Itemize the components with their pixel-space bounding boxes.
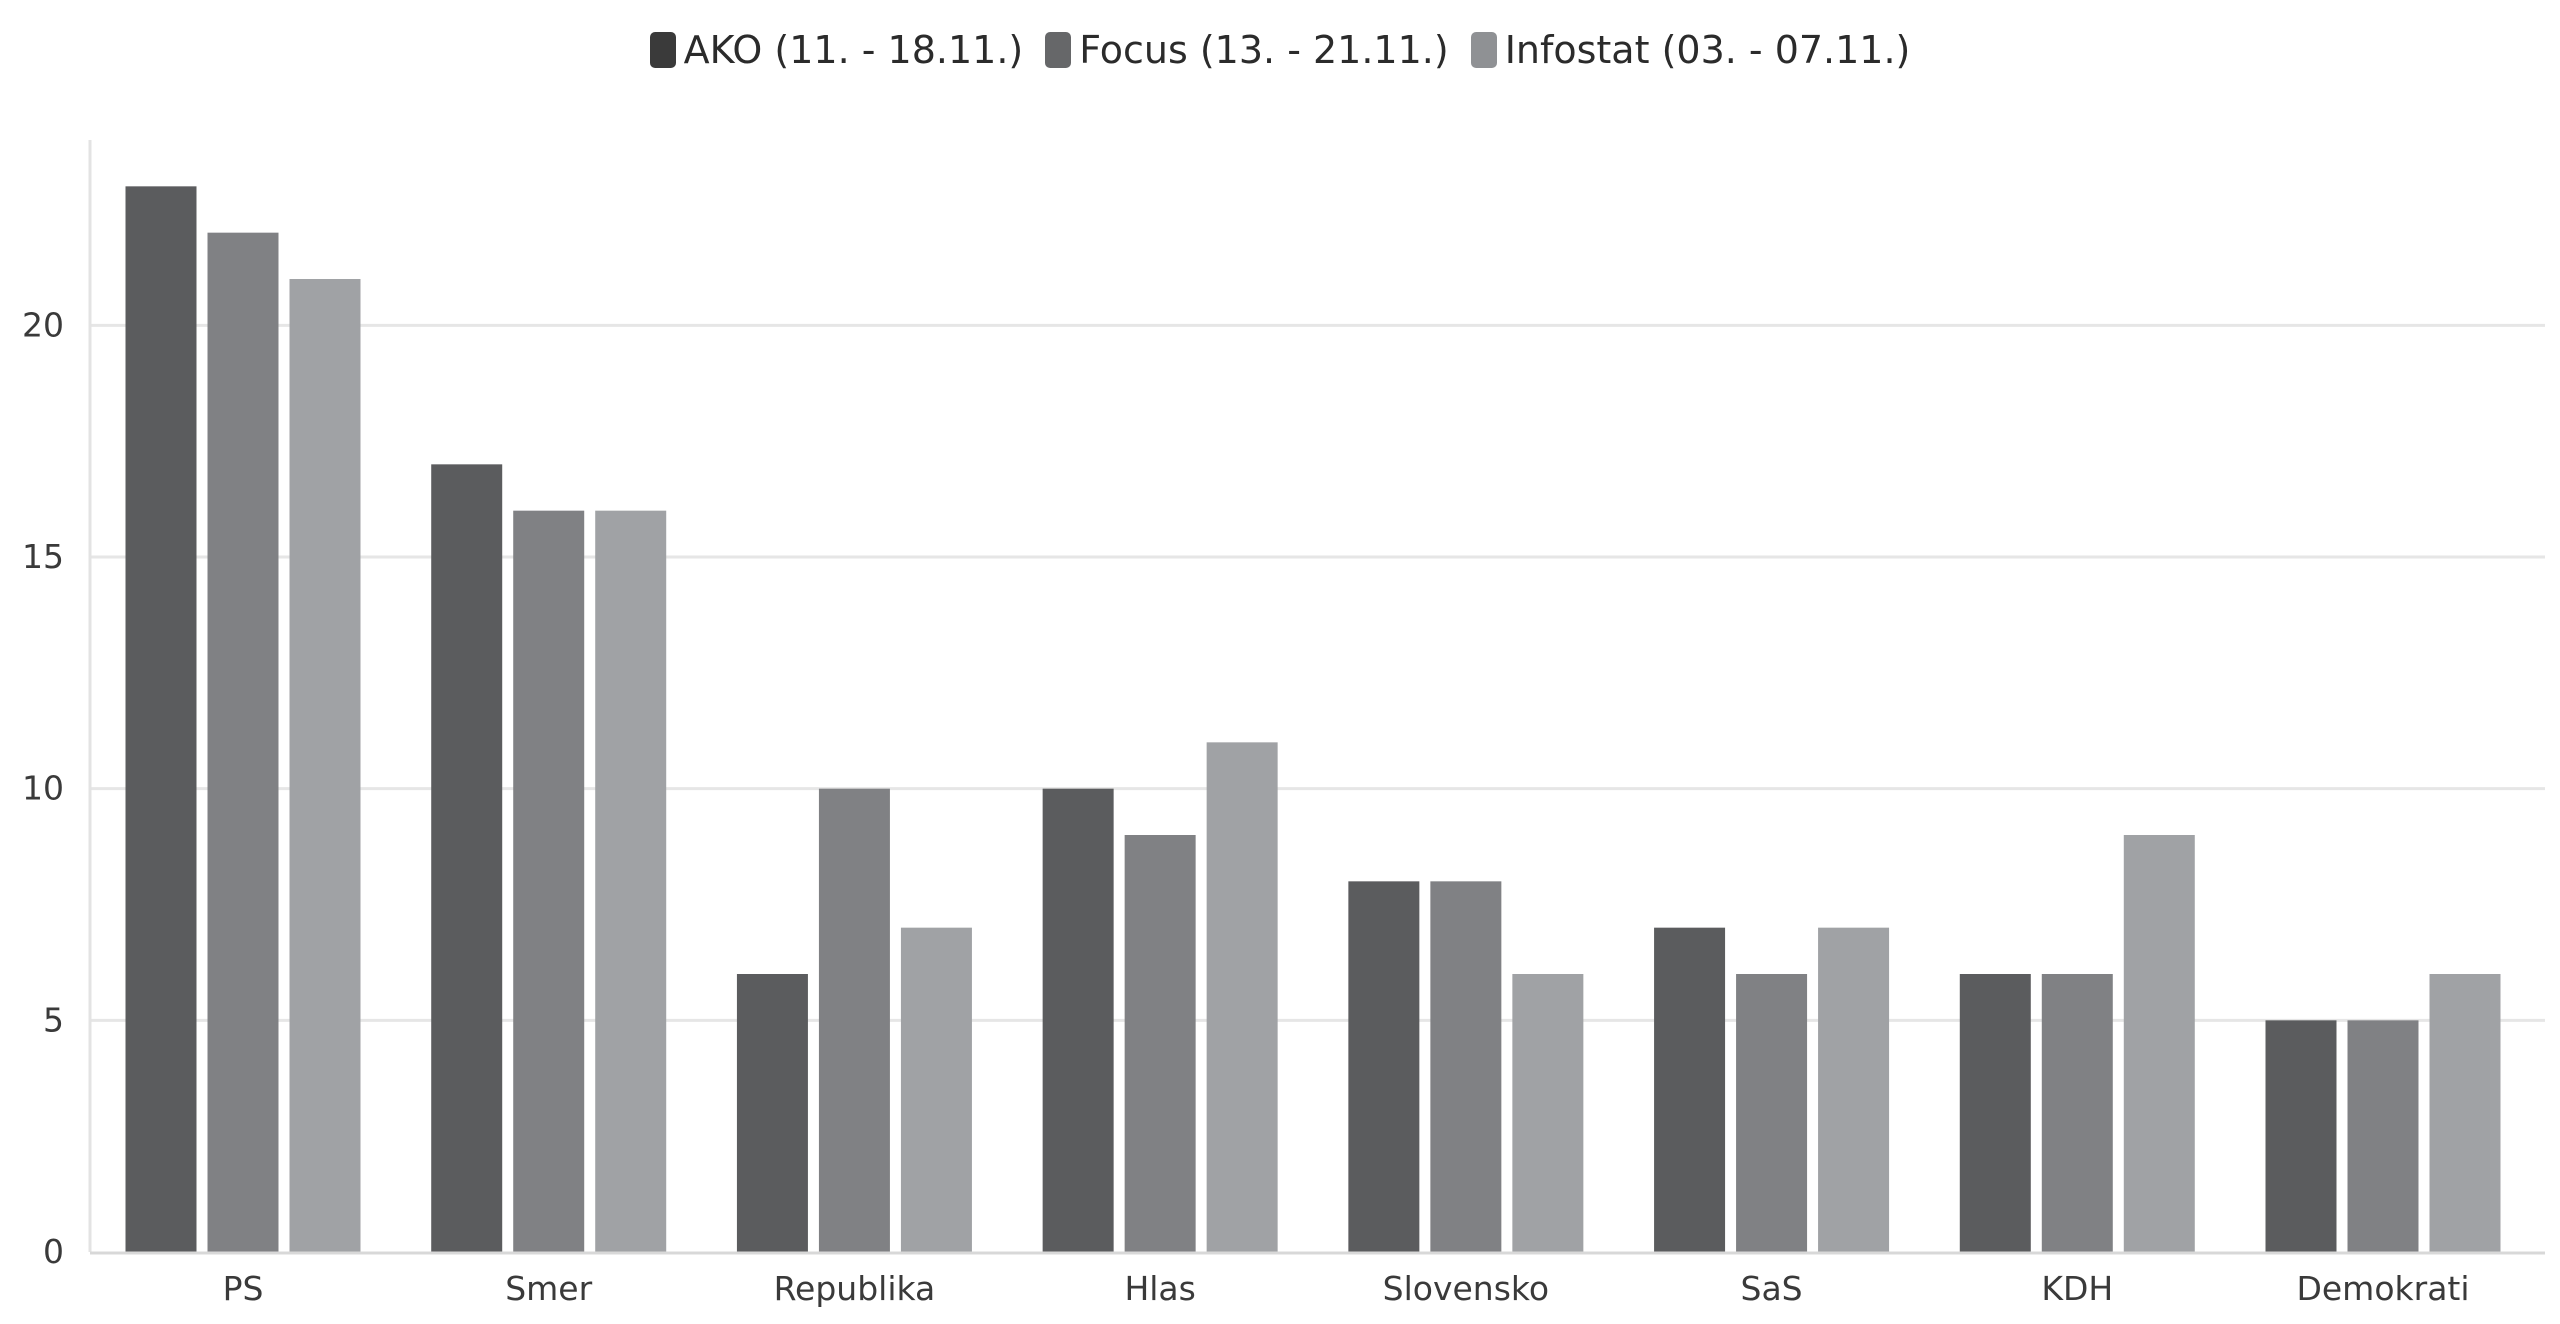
x-tick-label: KDH — [2041, 1269, 2113, 1308]
bar-republika-series-1[interactable] — [818, 788, 890, 1252]
bar-smer-series-2[interactable] — [595, 510, 667, 1253]
bar-slovensko-series-0[interactable] — [1348, 881, 1420, 1252]
legend: AKO (11. - 18.11.) Focus (13. - 21.11.) … — [0, 28, 2560, 72]
bar-sas-series-2[interactable] — [1818, 927, 1890, 1252]
bar-smer-series-0[interactable] — [431, 464, 503, 1252]
bar-sas-series-1[interactable] — [1736, 974, 1808, 1252]
bar-demokrati-series-1[interactable] — [2347, 1020, 2419, 1252]
legend-swatch-focus — [1045, 32, 1072, 68]
y-tick-label: 0 — [43, 1232, 64, 1271]
x-tick-label: Republika — [774, 1269, 936, 1308]
legend-item-infostat[interactable]: Infostat (03. - 07.11.) — [1470, 28, 1911, 72]
bar-ps-series-1[interactable] — [207, 232, 279, 1252]
legend-swatch-ako — [649, 32, 676, 68]
bar-slovensko-series-1[interactable] — [1430, 881, 1502, 1252]
bar-ps-series-0[interactable] — [125, 186, 197, 1252]
bar-demokrati-series-2[interactable] — [2429, 974, 2501, 1252]
x-tick-label: Hlas — [1124, 1269, 1195, 1308]
bar-republika-series-0[interactable] — [736, 974, 808, 1252]
y-tick-label: 15 — [22, 537, 64, 576]
x-tick-label: Demokrati — [2296, 1269, 2469, 1308]
bar-sas-series-0[interactable] — [1654, 927, 1726, 1252]
y-tick-label: 5 — [43, 1000, 64, 1039]
bar-hlas-series-1[interactable] — [1124, 835, 1196, 1252]
bars — [125, 186, 2501, 1253]
bar-kdh-series-1[interactable] — [2041, 974, 2113, 1252]
bar-demokrati-series-0[interactable] — [2265, 1020, 2337, 1252]
legend-label-infostat: Infostat (03. - 07.11.) — [1504, 28, 1911, 72]
legend-item-focus[interactable]: Focus (13. - 21.11.) — [1045, 28, 1449, 72]
legend-item-ako[interactable]: AKO (11. - 18.11.) — [649, 28, 1024, 72]
bar-smer-series-1[interactable] — [513, 510, 585, 1253]
y-tick-label: 20 — [22, 305, 64, 344]
x-tick-label: PS — [223, 1269, 264, 1308]
y-tick-label: 10 — [22, 769, 64, 808]
legend-label-focus: Focus (13. - 21.11.) — [1079, 28, 1449, 72]
bar-hlas-series-0[interactable] — [1042, 788, 1114, 1252]
axes: 0 5 10 15 20 PS Smer Republika Hlas Slovensko SaS K… — [22, 140, 2545, 1308]
bar-kdh-series-2[interactable] — [2123, 835, 2195, 1252]
bar-ps-series-2[interactable] — [289, 279, 361, 1252]
x-tick-label: Smer — [505, 1269, 592, 1308]
x-tick-label: Slovensko — [1383, 1269, 1549, 1308]
legend-swatch-infostat — [1470, 32, 1497, 68]
bar-hlas-series-2[interactable] — [1206, 742, 1278, 1252]
bar-slovensko-series-2[interactable] — [1512, 974, 1584, 1252]
x-tick-label: SaS — [1741, 1269, 1803, 1308]
legend-label-ako: AKO (11. - 18.11.) — [683, 28, 1024, 72]
bar-kdh-series-0[interactable] — [1959, 974, 2031, 1252]
bar-republika-series-2[interactable] — [900, 927, 972, 1252]
